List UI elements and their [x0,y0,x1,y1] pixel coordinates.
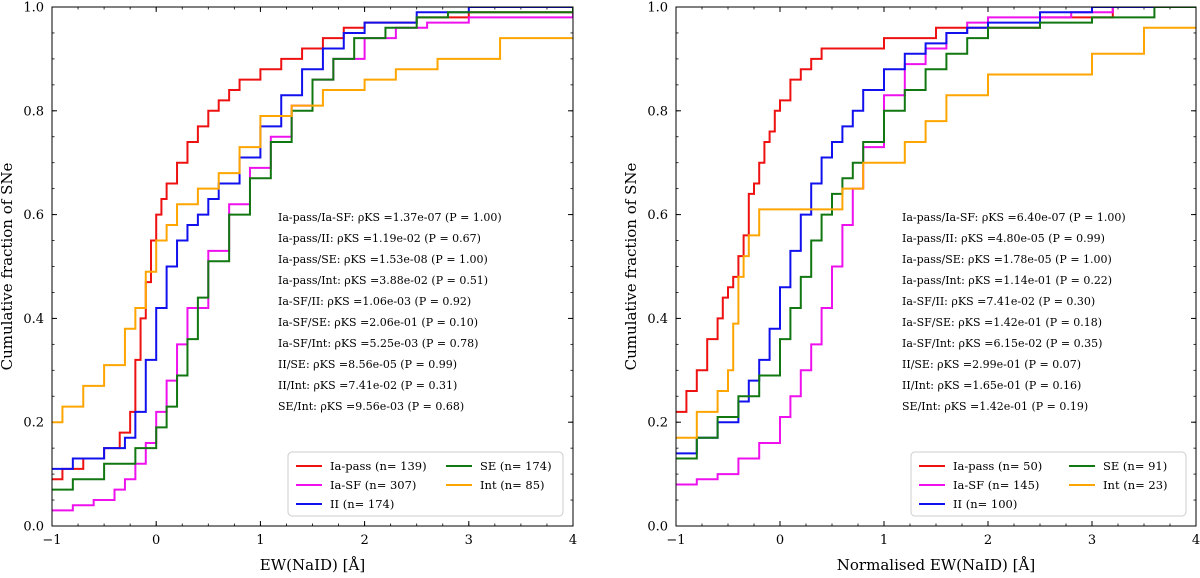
legend-entry-ia-pass: Ia-pass (n= 139) [330,459,427,473]
legend-entry-ii: II (n= 100) [953,497,1017,511]
series-line-int [52,37,573,424]
ks-annotation: Ia-pass/Int: ρKS =1.14e-01 (P = 0.22) [902,274,1112,287]
x-tick-label: 0 [776,533,784,548]
y-tick-label: 1.0 [647,1,668,16]
ks-annotation: II/Int: ρKS =7.41e-02 (P = 0.31) [278,379,457,392]
series-line-ia-pass [52,11,573,481]
x-tick-label: 1 [880,533,888,548]
legend-entry-int: Int (n= 85) [480,478,545,492]
plot-frame [51,6,574,527]
ks-annotation: II/SE: ρKS =2.99e-01 (P = 0.07) [902,358,1081,371]
x-tick-label: 4 [1192,533,1200,548]
legend-box [287,451,564,517]
series-line-ia-sf [676,7,1196,486]
plot-frame [675,6,1197,527]
series-line-ii [52,7,573,470]
x-axis-label: Normalised EW(NaID) [Å] [837,556,1035,574]
legend-box [910,451,1187,517]
y-axis-label: Cumulative fraction of SNe [0,163,16,371]
ks-annotation: Ia-pass/II: ρKS =4.80e-05 (P = 0.99) [902,232,1105,245]
ks-annotation: Ia-SF/Int: ρKS =5.25e-03 (P = 0.78) [278,337,478,350]
legend-entry-ii: II (n= 174) [330,497,394,511]
chart-panel-1: −1 0 1 2 3 4 0.0 0.2 0.4 0.6 0.8 1.0 EW(NaID) [Å] Cum… [0,1,577,575]
ks-annotation: II/Int: ρKS =1.65e-01 (P = 0.16) [902,379,1081,392]
series-line-se [52,7,573,491]
series-line-ii [676,7,1196,455]
x-tick-label: −1 [42,533,61,548]
y-tick-label: 1.0 [23,1,44,16]
x-tick-label: 2 [360,533,368,548]
y-tick-label: 0.6 [647,208,668,223]
x-tick-label: 2 [984,533,992,548]
ks-annotation: Ia-pass/SE: ρKS =1.53e-08 (P = 1.00) [278,253,488,266]
legend-entry-se: SE (n= 174) [480,459,552,473]
legend-entry-ia-sf: Ia-SF (n= 307) [330,478,416,492]
chart-panel-2: −1 0 1 2 3 4 0.0 0.2 0.4 0.6 0.8 1.0 Normalised EW(N… [622,1,1200,575]
y-tick-label: 0.4 [23,312,44,327]
ks-annotation: Ia-pass/SE: ρKS =1.78e-05 (P = 1.00) [902,253,1112,266]
y-tick-label: 0.8 [23,104,44,119]
x-tick-label: 3 [465,533,473,548]
x-tick-label: 0 [152,533,160,548]
y-tick-label: 0.0 [647,520,668,535]
y-tick-label: 0.2 [647,416,668,431]
ks-annotation: SE/Int: ρKS =9.56e-03 (P = 0.68) [278,400,464,413]
ks-annotation: Ia-pass/Ia-SF: ρKS =1.37e-07 (P = 1.00) [278,211,502,224]
legend-entry-ia-sf: Ia-SF (n= 145) [953,478,1039,492]
legend-entry-int: Int (n= 23) [1103,478,1168,492]
y-tick-label: 0.2 [23,416,44,431]
series-line-ia-pass [676,7,1196,413]
y-tick-label: 0.6 [23,208,44,223]
ks-annotation: Ia-SF/SE: ρKS =2.06e-01 (P = 0.10) [278,316,478,329]
ks-annotation: II/SE: ρKS =8.56e-05 (P = 0.99) [278,358,457,371]
x-tick-label: −1 [666,533,685,548]
ks-annotation: Ia-pass/Int: ρKS =3.88e-02 (P = 0.51) [278,274,488,287]
ks-annotation: Ia-pass/Ia-SF: ρKS =6.40e-07 (P = 1.00) [902,211,1126,224]
ks-annotation: Ia-SF/SE: ρKS =1.42e-01 (P = 0.18) [902,316,1102,329]
x-tick-label: 3 [1088,533,1096,548]
legend-entry-se: SE (n= 91) [1103,459,1167,473]
x-tick-label: 1 [256,533,264,548]
series-line-se [676,7,1196,460]
y-tick-label: 0.4 [647,312,668,327]
series-line-int [676,26,1196,439]
x-axis-label: EW(NaID) [Å] [260,556,365,574]
y-tick-label: 0.8 [647,104,668,119]
y-tick-label: 0.0 [23,520,44,535]
legend-entry-ia-pass: Ia-pass (n= 50) [953,459,1042,473]
y-axis-label: Cumulative fraction of SNe [622,163,640,371]
ks-annotation: Ia-pass/II: ρKS =1.19e-02 (P = 0.67) [278,232,481,245]
ks-annotation: Ia-SF/II: ρKS =1.06e-03 (P = 0.92) [278,295,471,308]
x-tick-label: 4 [569,533,577,548]
ks-annotation: Ia-SF/II: ρKS =7.41e-02 (P = 0.30) [902,295,1095,308]
ks-annotation: Ia-SF/Int: ρKS =6.15e-02 (P = 0.35) [902,337,1102,350]
ks-annotation: SE/Int: ρKS =1.42e-01 (P = 0.19) [902,400,1088,413]
